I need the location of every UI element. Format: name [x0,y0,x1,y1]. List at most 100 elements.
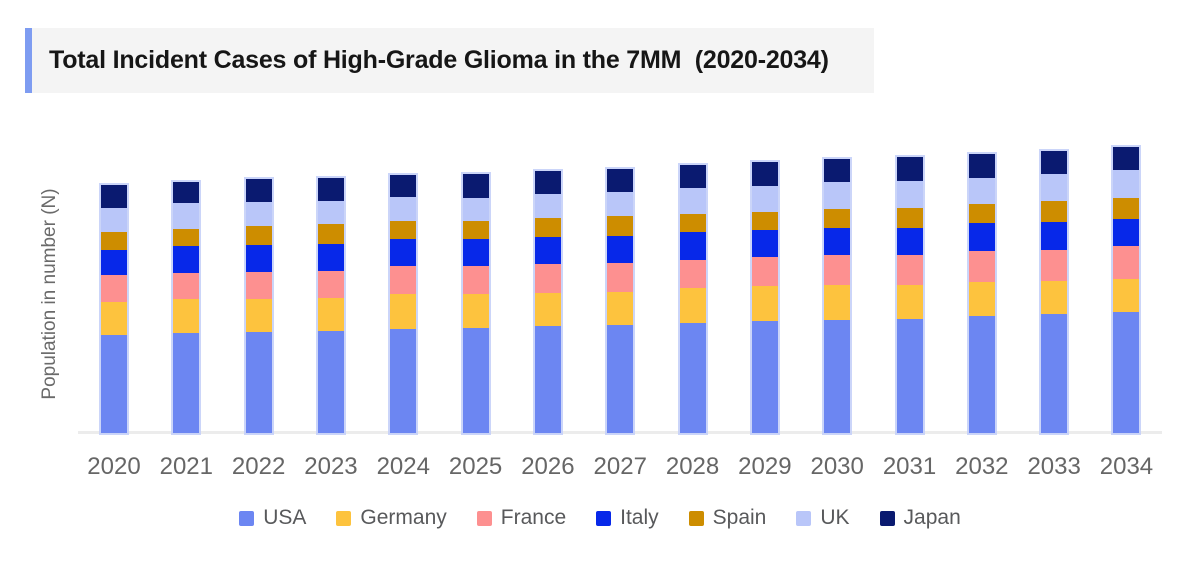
bar-segment-uk-2027[interactable] [607,192,634,216]
bar-segment-japan-2022[interactable] [245,179,272,202]
bar-group-2020[interactable] [99,183,129,435]
bar-segment-spain-2032[interactable] [968,204,995,223]
bar-group-2025[interactable] [460,172,491,435]
bar-segment-france-2026[interactable] [534,264,561,293]
bar-segment-france-2022[interactable] [245,272,272,299]
bar-segment-france-2027[interactable] [607,263,634,292]
bar-segment-italy-2020[interactable] [101,250,127,275]
bar-segment-japan-2025[interactable] [462,174,489,198]
legend-item-france[interactable]: France [476,506,566,530]
bar-group-2022[interactable] [243,177,274,435]
bar-segment-spain-2025[interactable] [462,221,489,239]
bar-segment-uk-2031[interactable] [896,181,923,208]
bar-segment-uk-2026[interactable] [534,194,561,218]
bar-segment-france-2030[interactable] [824,255,851,285]
bar-segment-france-2023[interactable] [317,271,344,298]
bar-segment-uk-2029[interactable] [751,186,778,212]
bar-segment-usa-2020[interactable] [101,335,127,433]
bar-segment-usa-2030[interactable] [824,320,851,433]
bar-group-2029[interactable] [749,160,780,435]
bar-segment-italy-2021[interactable] [173,246,200,273]
bar-group-2024[interactable] [388,173,419,435]
bar-segment-germany-2030[interactable] [824,285,851,320]
bar-segment-germany-2023[interactable] [317,298,344,331]
legend-item-germany[interactable]: Germany [336,506,447,530]
bar-group-2023[interactable] [315,176,346,435]
bar-segment-japan-2026[interactable] [534,171,561,194]
bar-segment-uk-2025[interactable] [462,198,489,221]
bar-segment-germany-2022[interactable] [245,299,272,332]
bar-segment-japan-2033[interactable] [1041,151,1068,174]
bar-segment-usa-2032[interactable] [968,316,995,433]
bar-segment-france-2033[interactable] [1041,250,1068,281]
bar-segment-spain-2020[interactable] [101,232,127,250]
bar-segment-usa-2024[interactable] [390,329,417,433]
bar-segment-spain-2028[interactable] [679,214,706,232]
bar-segment-japan-2021[interactable] [173,182,200,203]
bar-segment-germany-2026[interactable] [534,293,561,326]
bar-segment-france-2034[interactable] [1113,246,1140,279]
bar-segment-spain-2031[interactable] [896,208,923,228]
bar-segment-italy-2027[interactable] [607,236,634,263]
bar-segment-spain-2021[interactable] [173,229,200,246]
bar-segment-france-2029[interactable] [751,257,778,286]
bar-group-2026[interactable] [532,169,563,435]
bar-group-2021[interactable] [171,180,202,435]
bar-segment-italy-2025[interactable] [462,239,489,266]
bar-segment-usa-2034[interactable] [1113,312,1140,433]
bar-segment-spain-2033[interactable] [1041,201,1068,222]
bar-segment-uk-2023[interactable] [317,201,344,224]
bar-segment-japan-2029[interactable] [751,162,778,186]
bar-segment-uk-2022[interactable] [245,202,272,226]
bar-segment-uk-2024[interactable] [390,197,417,221]
bar-segment-usa-2029[interactable] [751,321,778,433]
bar-segment-usa-2025[interactable] [462,328,489,433]
legend-item-uk[interactable]: UK [796,506,850,530]
bar-segment-japan-2032[interactable] [968,154,995,178]
bar-segment-uk-2021[interactable] [173,203,200,229]
bar-segment-spain-2027[interactable] [607,216,634,236]
legend-item-spain[interactable]: Spain [688,506,766,530]
bar-segment-germany-2027[interactable] [607,292,634,325]
bar-segment-spain-2022[interactable] [245,226,272,245]
bar-segment-japan-2030[interactable] [824,159,851,182]
legend-item-italy[interactable]: Italy [596,506,659,530]
bar-segment-italy-2030[interactable] [824,228,851,255]
bar-segment-france-2025[interactable] [462,266,489,294]
bar-segment-spain-2034[interactable] [1113,198,1140,219]
bar-segment-uk-2030[interactable] [824,182,851,209]
bar-group-2031[interactable] [894,155,925,435]
bar-segment-italy-2026[interactable] [534,237,561,264]
legend-item-japan[interactable]: Japan [879,506,961,530]
bar-segment-germany-2029[interactable] [751,286,778,321]
bar-segment-france-2031[interactable] [896,255,923,285]
bar-segment-italy-2031[interactable] [896,228,923,255]
bar-segment-germany-2031[interactable] [896,285,923,319]
bar-segment-italy-2024[interactable] [390,239,417,266]
bar-segment-france-2032[interactable] [968,251,995,282]
bar-segment-uk-2020[interactable] [101,208,127,232]
bar-segment-usa-2028[interactable] [679,323,706,433]
bar-segment-italy-2034[interactable] [1113,219,1140,246]
bar-segment-usa-2027[interactable] [607,325,634,433]
bar-segment-spain-2030[interactable] [824,209,851,228]
bar-segment-italy-2033[interactable] [1041,222,1068,250]
bar-segment-spain-2024[interactable] [390,221,417,239]
legend-item-usa[interactable]: USA [239,506,306,530]
bar-segment-italy-2028[interactable] [679,232,706,260]
bar-segment-usa-2023[interactable] [317,331,344,433]
bar-segment-spain-2023[interactable] [317,224,344,244]
bar-segment-spain-2029[interactable] [751,212,778,230]
bar-segment-italy-2029[interactable] [751,230,778,257]
bar-segment-france-2020[interactable] [101,275,127,302]
bar-group-2033[interactable] [1039,149,1070,435]
bar-segment-usa-2021[interactable] [173,333,200,433]
bar-segment-france-2021[interactable] [173,273,200,299]
bar-group-2028[interactable] [677,163,708,435]
bar-segment-italy-2022[interactable] [245,245,272,272]
bar-group-2034[interactable] [1111,145,1142,435]
bar-segment-uk-2033[interactable] [1041,174,1068,201]
bar-segment-germany-2021[interactable] [173,299,200,333]
bar-segment-germany-2020[interactable] [101,302,127,335]
bar-segment-japan-2027[interactable] [607,169,634,192]
